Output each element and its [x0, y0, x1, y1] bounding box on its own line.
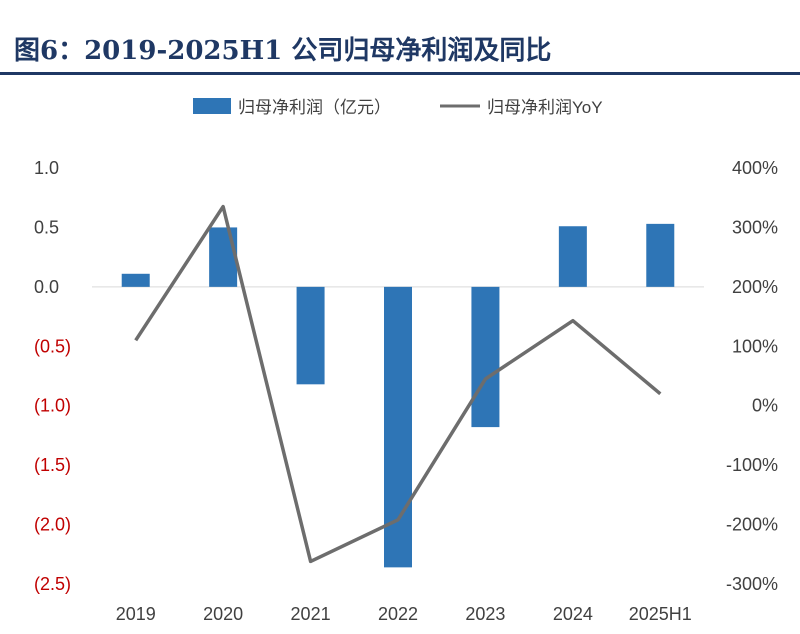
right-tick-label: 0% — [752, 396, 778, 416]
legend-bar-label: 归母净利润（亿元） — [238, 98, 391, 117]
legend-bar-swatch — [193, 98, 231, 114]
bar-2020 — [209, 227, 238, 287]
left-axis: 1.0 0.5 0.0 (0.5) (1.0) (1.5) (2.0) (2.5) — [34, 158, 71, 594]
title-underline — [0, 72, 800, 75]
right-axis: 400% 300% 200% 100% 0% -100% -200% -300% — [726, 158, 778, 594]
right-tick-label: 100% — [732, 336, 778, 356]
left-tick-label: (1.5) — [34, 455, 71, 475]
x-tick-label: 2024 — [553, 604, 593, 624]
left-tick-label: (1.0) — [34, 396, 71, 416]
right-tick-label: -300% — [726, 574, 778, 594]
bar-2024 — [558, 226, 587, 287]
x-tick-label: 2020 — [203, 604, 243, 624]
legend-line-label: 归母净利润YoY — [487, 98, 603, 117]
x-tick-label: 2019 — [116, 604, 156, 624]
left-tick-label: 0.5 — [34, 217, 59, 237]
legend: 归母净利润（亿元） 归母净利润YoY — [193, 98, 603, 117]
bar-2021 — [296, 286, 325, 385]
bar-series — [121, 223, 675, 568]
right-tick-label: -200% — [726, 515, 778, 535]
x-tick-label: 2022 — [378, 604, 418, 624]
x-tick-label: 2023 — [465, 604, 505, 624]
x-axis: 2019 2020 2021 2022 2023 2024 2025H1 — [116, 604, 692, 624]
figure-title: 图6：2019-2025H1 公司归母净利润及同比 — [14, 36, 552, 66]
left-tick-label: 1.0 — [34, 158, 59, 178]
left-tick-label: 0.0 — [34, 277, 59, 297]
x-tick-label: 2021 — [291, 604, 331, 624]
bar-2025H1 — [646, 223, 675, 287]
left-tick-label: (2.5) — [34, 574, 71, 594]
right-tick-label: -100% — [726, 455, 778, 475]
left-tick-label: (0.5) — [34, 336, 71, 356]
right-tick-label: 300% — [732, 217, 778, 237]
right-tick-label: 400% — [732, 158, 778, 178]
bar-2019 — [121, 273, 150, 287]
bar-2023 — [471, 286, 500, 428]
left-tick-label: (2.0) — [34, 515, 71, 535]
line-series — [134, 204, 662, 564]
right-tick-label: 200% — [732, 277, 778, 297]
x-tick-label: 2025H1 — [629, 604, 692, 624]
